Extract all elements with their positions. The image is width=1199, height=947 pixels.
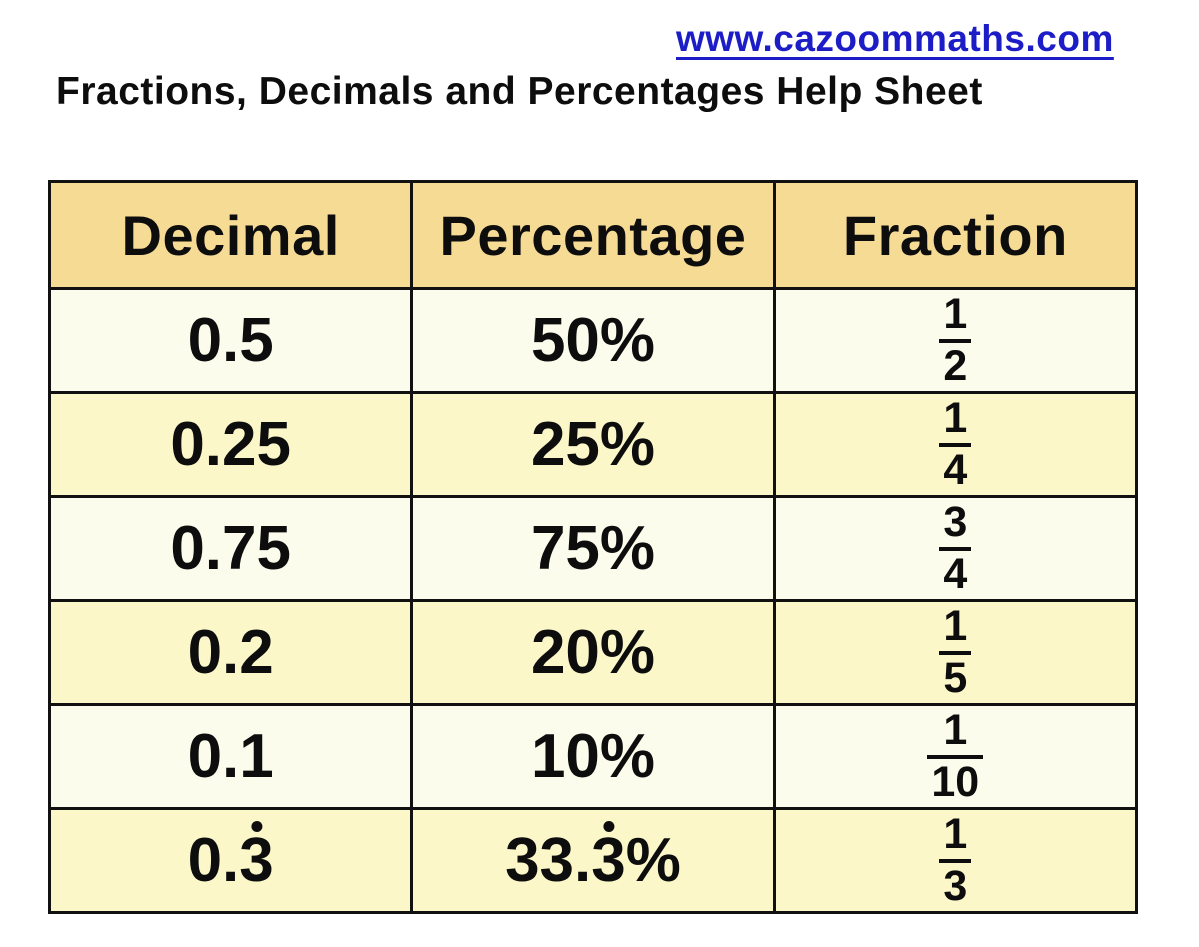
decimal-cell: 0.2 [51,602,410,703]
percentage-value: 20% [531,621,655,684]
percentage-value: 50% [531,309,655,372]
fraction-numerator: 3 [939,499,972,551]
decimal-text: 0.75 [170,513,291,583]
percentage-text: 10 [530,721,600,791]
decimal-text: 0.5 [187,305,274,375]
decimal-cell: 0.25 [51,394,410,495]
decimal-value: 0.25 [170,413,291,476]
decimal-cell: 0.75 [51,498,410,599]
website-link[interactable]: www.cazoommaths.com [676,18,1114,59]
decimal-value: 0.75 [170,517,291,580]
fraction-cell: 1 10 [772,706,1135,807]
decimal-value: 0.1 [188,725,274,788]
percent-sign: % [625,825,681,895]
column-header-decimal: Decimal [121,203,340,267]
percentage-value: 10% [531,725,655,788]
fraction-denominator: 3 [943,861,968,910]
decimal-text: 0. [187,825,240,895]
fraction-denominator: 5 [943,653,968,702]
percent-sign: % [599,305,656,375]
percentage-cell: 25% [410,394,772,495]
decimal-value: 0.2 [188,621,274,684]
decimal-value: 0.3 [188,825,274,895]
fraction-numerator: 1 [939,395,972,447]
recurring-digit: 3 [239,825,274,895]
column-header-percentage: Percentage [410,183,772,287]
percentage-cell: 10% [410,706,772,807]
percentage-cell: 20% [410,602,772,703]
percent-sign: % [599,513,656,583]
percent-sign: % [599,617,656,687]
fraction-numerator: 1 [939,603,972,655]
column-header-fraction: Fraction [772,183,1135,287]
percentage-text: 50 [530,305,600,375]
fraction-denominator: 2 [943,341,968,390]
percentage-text: 20 [530,617,600,687]
table-header-row: Decimal Percentage Fraction [51,183,1135,287]
fraction-numerator: 1 [927,707,984,759]
percent-sign: % [599,409,656,479]
decimal-text: 0.25 [170,409,291,479]
fraction-denominator: 10 [931,757,980,806]
fraction-numerator: 1 [939,811,972,863]
fraction-numerator: 1 [939,291,972,343]
fraction-value: 1 10 [927,707,984,806]
decimal-cell: 0.1 [51,706,410,807]
percentage-text: 33. [505,825,592,895]
percentage-text: 75 [530,513,600,583]
fraction-denominator: 4 [943,445,968,494]
recurring-digit: 3 [591,825,626,895]
percent-sign: % [599,721,656,791]
percentage-text: 25 [530,409,600,479]
percentage-cell: 50% [410,290,772,391]
percentage-value: 25% [531,413,655,476]
percentage-cell: 33.3% [410,810,772,911]
decimal-value: 0.5 [188,309,274,372]
page-title: Fractions, Decimals and Percentages Help… [56,70,983,113]
decimal-text: 0.1 [187,721,274,791]
percentage-value: 33.3% [505,825,681,895]
decimal-cell: 0.3 [51,810,410,911]
decimal-cell: 0.5 [51,290,410,391]
fraction-denominator: 4 [943,549,968,598]
decimal-text: 0.2 [187,617,274,687]
table-row: 0.1 10% 1 10 [51,703,1135,807]
percentage-cell: 75% [410,498,772,599]
percentage-value: 75% [531,517,655,580]
